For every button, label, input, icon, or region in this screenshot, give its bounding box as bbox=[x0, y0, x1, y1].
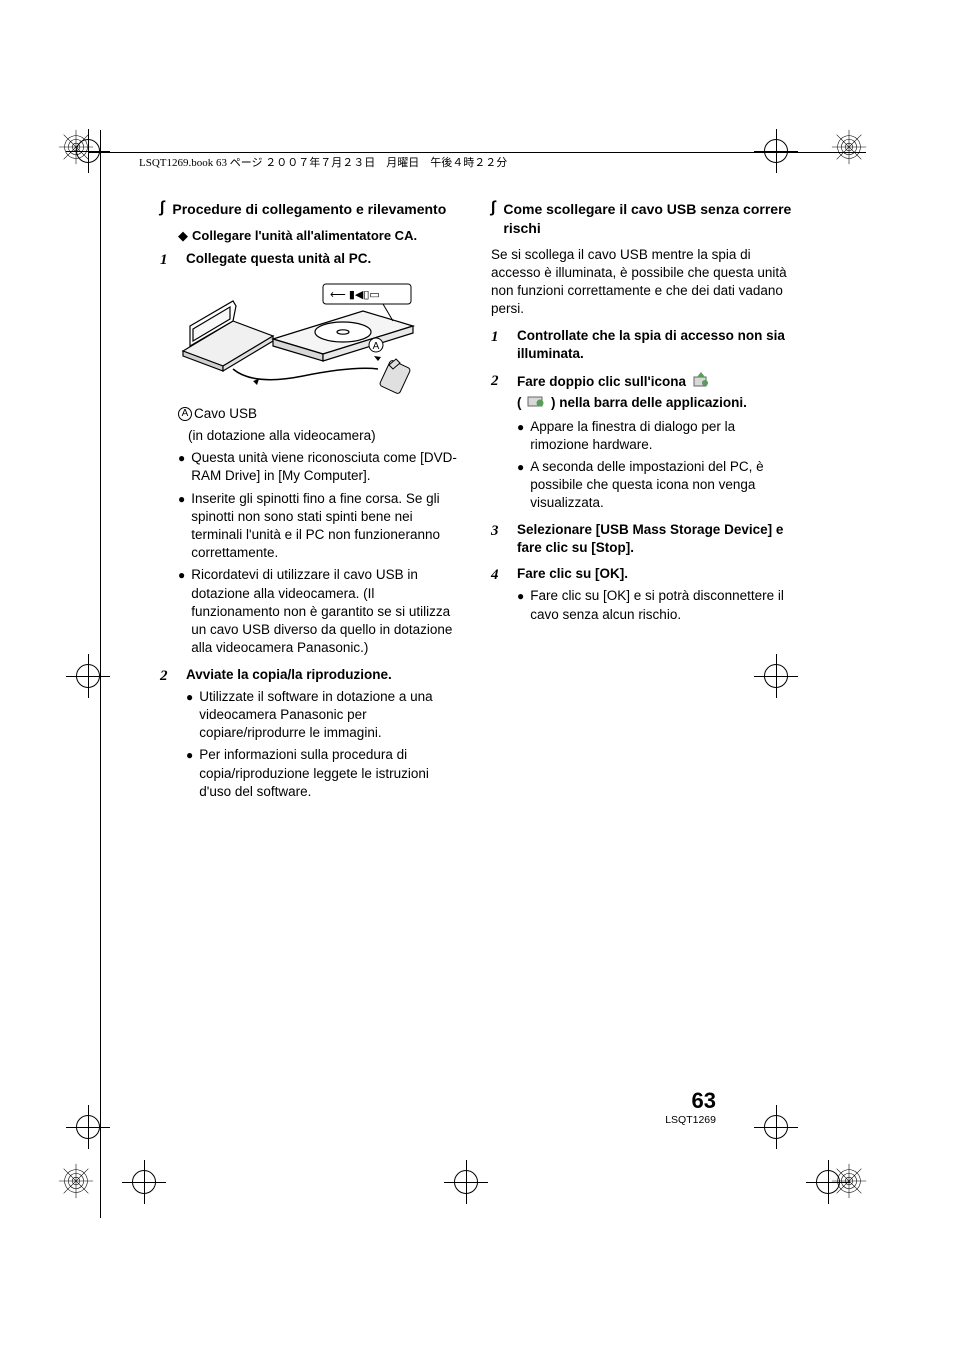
bullet-icon: ● bbox=[178, 490, 185, 563]
bullet-icon: ● bbox=[517, 458, 524, 513]
list-item: ●Inserite gli spinotti fino a fine corsa… bbox=[178, 490, 463, 563]
list-item: ●Fare clic su [OK] e si potrà disconnett… bbox=[517, 587, 794, 623]
vertical-rule bbox=[100, 130, 101, 1218]
page-content: ∫ Procedure di collegamento e rilevament… bbox=[160, 200, 794, 809]
bullet-icon: ● bbox=[186, 746, 193, 801]
left-column: ∫ Procedure di collegamento e rilevament… bbox=[160, 200, 463, 809]
rosette-icon bbox=[830, 1162, 868, 1200]
header-text: LSQT1269.book 63 ページ ２００７年７月２３日 月曜日 午後４時… bbox=[135, 154, 511, 170]
rosette-icon bbox=[830, 128, 868, 166]
registration-mark bbox=[760, 135, 792, 167]
bullet-icon: ● bbox=[517, 587, 524, 623]
registration-mark bbox=[450, 1166, 482, 1198]
header-rule bbox=[88, 152, 866, 153]
connection-diagram: ⟵ ▮◀▯▭ A bbox=[178, 281, 463, 401]
step-number: 4 bbox=[491, 565, 507, 628]
figure-caption: ACavo USB bbox=[178, 405, 463, 423]
figure-caption-sub: (in dotazione alla videocamera) bbox=[188, 427, 463, 445]
list-item: ●Ricordatevi di utilizzare il cavo USB i… bbox=[178, 566, 463, 657]
list-item: ●Per informazioni sulla procedura di cop… bbox=[186, 746, 463, 801]
page-footer: 63 LSQT1269 bbox=[665, 1088, 716, 1126]
step-number: 1 bbox=[491, 327, 507, 367]
registration-mark bbox=[760, 1111, 792, 1143]
step-title: Fare doppio clic sull'icona ( ) nella ba… bbox=[517, 371, 794, 413]
step-2: 2 Avviate la copia/la riproduzione. ●Uti… bbox=[160, 666, 463, 806]
svg-text:⟵ ▮◀▯▭: ⟵ ▮◀▯▭ bbox=[330, 289, 380, 301]
list-item: ●Questa unità viene riconosciuta come [D… bbox=[178, 449, 463, 485]
section-title-text: Procedure di collegamento e rilevamento bbox=[172, 200, 446, 219]
step-number: 3 bbox=[491, 521, 507, 561]
bullet-icon: ● bbox=[517, 418, 524, 454]
bullet-icon: ● bbox=[178, 449, 185, 485]
step-4: 4 Fare clic su [OK]. ●Fare clic su [OK] … bbox=[491, 565, 794, 628]
rosette-icon bbox=[57, 128, 95, 166]
step-3: 3 Selezionare [USB Mass Storage Device] … bbox=[491, 521, 794, 561]
intro-paragraph: Se si scollega il cavo USB mentre la spi… bbox=[491, 246, 794, 319]
section-title: ∫ Procedure di collegamento e rilevament… bbox=[160, 200, 463, 219]
list-item: ●Utilizzate il software in dotazione a u… bbox=[186, 688, 463, 743]
right-column: ∫ Come scollegare il cavo USB senza corr… bbox=[491, 200, 794, 809]
rosette-icon bbox=[57, 1162, 95, 1200]
diamond-icon: ◆ bbox=[178, 228, 188, 243]
step-title: Fare clic su [OK]. bbox=[517, 565, 794, 583]
step-title: Collegate questa unità al PC. bbox=[186, 250, 463, 268]
intro-bullet: ◆Collegare l'unità all'alimentatore CA. bbox=[178, 227, 463, 245]
step-1: 1 Controllate che la spia di accesso non… bbox=[491, 327, 794, 367]
step-number: 2 bbox=[160, 666, 176, 806]
safely-remove-icon bbox=[692, 371, 710, 394]
tray-icon bbox=[527, 394, 545, 413]
square-bullet-icon: ∫ bbox=[160, 200, 164, 219]
doc-id: LSQT1269 bbox=[665, 1114, 716, 1126]
step-1: 1 Collegate questa unità al PC. bbox=[160, 250, 463, 272]
bullet-icon: ● bbox=[178, 566, 185, 657]
label-a-icon: A bbox=[178, 407, 192, 421]
section-title: ∫ Come scollegare il cavo USB senza corr… bbox=[491, 200, 794, 238]
bullet-icon: ● bbox=[186, 688, 193, 743]
svg-text:A: A bbox=[373, 341, 380, 352]
list-item: ●Appare la finestra di dialogo per la ri… bbox=[517, 418, 794, 454]
step-2: 2 Fare doppio clic sull'icona ( ) nella … bbox=[491, 371, 794, 517]
step-number: 2 bbox=[491, 371, 507, 517]
list-item: ●A seconda delle impostazioni del PC, è … bbox=[517, 458, 794, 513]
step-title: Selezionare [USB Mass Storage Device] e … bbox=[517, 521, 794, 557]
square-bullet-icon: ∫ bbox=[491, 200, 495, 238]
step-title: Controllate che la spia di accesso non s… bbox=[517, 327, 794, 363]
page-number: 63 bbox=[665, 1088, 716, 1114]
registration-mark bbox=[128, 1166, 160, 1198]
section-title-text: Come scollegare il cavo USB senza correr… bbox=[503, 200, 794, 238]
step-number: 1 bbox=[160, 250, 176, 272]
step-title: Avviate la copia/la riproduzione. bbox=[186, 666, 463, 684]
